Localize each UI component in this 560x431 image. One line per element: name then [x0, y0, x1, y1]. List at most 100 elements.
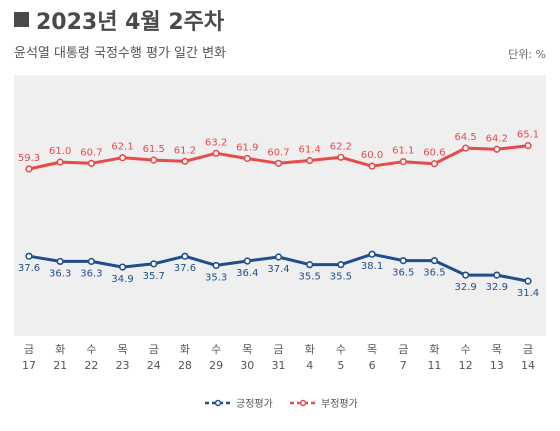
x-tick-day: 21	[53, 359, 67, 372]
data-point	[150, 156, 158, 164]
data-point	[399, 158, 407, 166]
data-point	[87, 257, 95, 266]
series-positive: 37.6 36.3 36.3 34.9 35.7 37.6 35.3 36.4 37.4 35.5…	[18, 250, 539, 299]
data-label: 32.9	[454, 282, 476, 293]
x-tick-weekday: 금	[24, 343, 34, 356]
data-label: 36.5	[423, 268, 445, 279]
chart-subtitle: 윤석열 대통령 국정수행 평가 일간 변화	[14, 46, 227, 61]
x-tick-day: 28	[178, 359, 192, 372]
data-label: 60.7	[80, 147, 102, 158]
data-point	[181, 157, 189, 165]
x-tick-weekday: 수	[336, 343, 346, 356]
data-point	[212, 261, 220, 270]
data-point	[150, 260, 158, 268]
data-point	[243, 154, 251, 163]
chart-series: 37.6 36.3 36.3 34.9 35.7 37.6 35.3 36.4 37.4 35.5…	[18, 130, 539, 299]
data-point	[118, 263, 127, 271]
data-label: 61.9	[236, 143, 258, 154]
data-point	[243, 257, 251, 265]
data-label: 38.1	[361, 261, 383, 272]
x-tick-day: 13	[490, 359, 504, 372]
x-axis: 금 17 화 21 수 22 목 23 금 24 화 28 수 29 목 30 금 31 화 4 수 5 목 6 금 7 화 11 수 1…	[22, 343, 535, 372]
data-point	[337, 153, 345, 161]
legend-marker	[299, 399, 307, 407]
data-point	[368, 162, 376, 170]
x-tick-weekday: 목	[492, 343, 502, 356]
data-label: 63.2	[205, 137, 227, 148]
data-label: 35.3	[205, 272, 227, 283]
x-tick-weekday: 목	[118, 343, 128, 356]
x-tick-weekday: 수	[461, 343, 471, 356]
data-point	[274, 253, 283, 261]
data-point	[25, 252, 33, 260]
data-label: 61.5	[143, 144, 165, 155]
data-label: 35.5	[330, 272, 352, 283]
data-point	[430, 257, 439, 265]
x-tick-day: 7	[400, 359, 407, 372]
x-tick-weekday: 수	[86, 343, 96, 356]
x-tick-day: 22	[84, 359, 98, 372]
x-tick-day: 17	[22, 359, 36, 372]
x-tick-day: 24	[147, 359, 161, 372]
data-label: 32.9	[486, 282, 508, 293]
data-label: 61.1	[392, 146, 414, 157]
data-label: 37.6	[18, 263, 40, 274]
x-tick-weekday: 화	[429, 343, 439, 356]
data-point	[56, 158, 64, 166]
data-point	[493, 145, 501, 153]
data-label: 60.0	[361, 150, 383, 161]
data-label: 34.9	[111, 274, 133, 285]
data-label: 36.5	[392, 268, 414, 279]
data-label: 62.1	[111, 142, 133, 153]
data-label: 36.3	[49, 268, 71, 279]
data-label: 64.5	[454, 132, 476, 143]
x-tick-weekday: 화	[180, 343, 190, 356]
x-tick-day: 29	[209, 359, 223, 372]
x-tick-day: 11	[427, 359, 441, 372]
data-label: 61.0	[49, 146, 71, 157]
title-square-icon	[14, 12, 29, 27]
data-label: 65.1	[517, 130, 539, 141]
x-tick-day: 5	[337, 359, 344, 372]
data-point	[181, 252, 189, 260]
data-point	[462, 144, 470, 152]
plot-background	[14, 75, 546, 336]
legend-marker	[214, 399, 222, 407]
data-label: 37.4	[267, 264, 289, 275]
data-point	[399, 257, 407, 265]
data-label: 61.4	[299, 145, 321, 156]
data-point	[337, 261, 345, 269]
data-point	[524, 277, 532, 285]
data-label: 36.4	[236, 268, 258, 279]
page-title: 2023년 4월 2주차	[36, 10, 225, 35]
data-point	[368, 250, 376, 258]
x-tick-weekday: 목	[367, 343, 377, 356]
x-tick-weekday: 화	[305, 343, 315, 356]
x-tick-day: 6	[369, 359, 376, 372]
x-tick-day: 14	[521, 359, 535, 372]
legend-label: 부정평가	[321, 398, 358, 410]
data-label: 37.6	[174, 263, 196, 274]
data-label: 35.5	[299, 272, 321, 283]
x-tick-weekday: 금	[523, 343, 533, 356]
legend-item-negative: 부정평가	[290, 398, 358, 410]
series-negative: 59.3 61.0 60.7 62.1 61.5 61.2 63.2 61.9 60.7 61.4…	[18, 130, 539, 173]
x-tick-weekday: 금	[398, 343, 408, 356]
data-point	[306, 261, 314, 269]
x-tick-weekday: 수	[211, 343, 221, 356]
data-point	[524, 142, 532, 150]
unit-label: 단위: %	[508, 48, 546, 61]
data-point	[306, 156, 314, 165]
x-tick-weekday: 목	[242, 343, 252, 356]
x-tick-day: 4	[306, 359, 313, 372]
data-point	[462, 271, 470, 279]
data-point	[56, 257, 64, 266]
data-label: 59.3	[18, 153, 40, 164]
data-point	[212, 149, 220, 157]
x-tick-weekday: 금	[273, 343, 283, 356]
x-tick-day: 31	[272, 359, 286, 372]
x-tick-day: 23	[116, 359, 130, 372]
data-point	[274, 159, 283, 167]
data-label: 60.6	[423, 148, 445, 159]
